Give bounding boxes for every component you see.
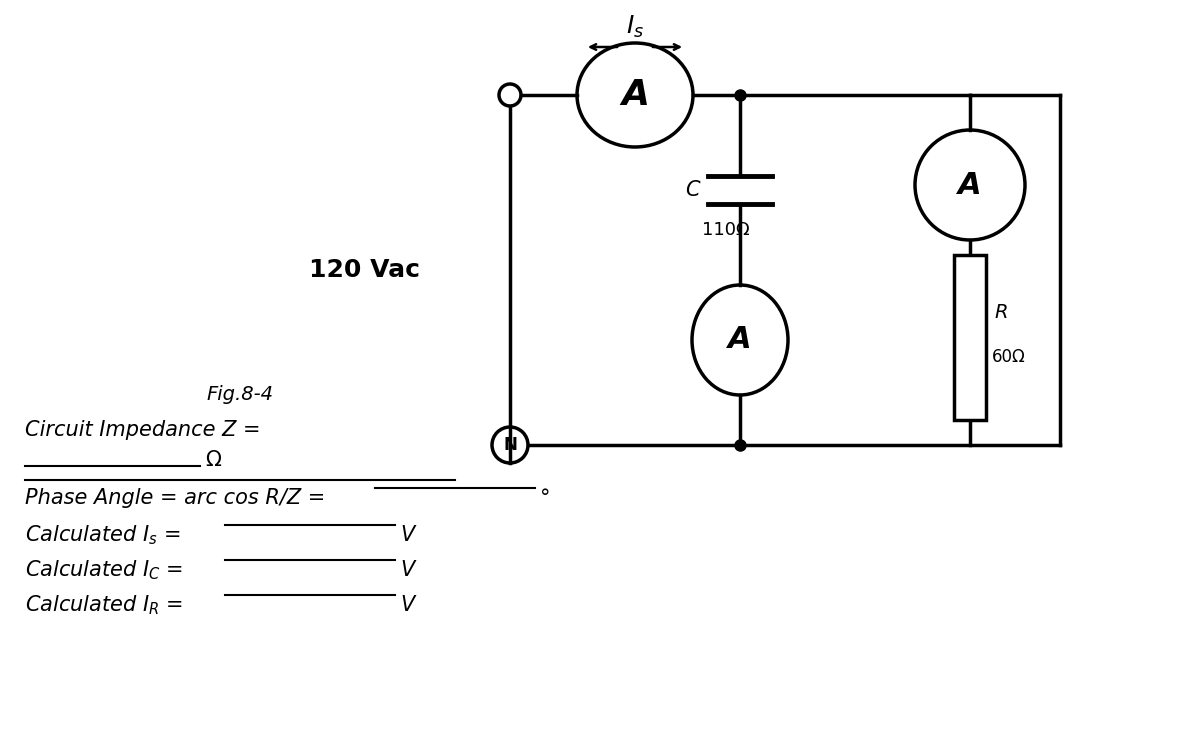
Text: V: V (400, 595, 414, 615)
Text: Calculated $I_R$ =: Calculated $I_R$ = (25, 593, 185, 617)
Text: A: A (728, 325, 752, 355)
Text: Fig.8-4: Fig.8-4 (207, 386, 273, 404)
Text: 110Ω: 110Ω (702, 221, 750, 239)
Text: Ω: Ω (205, 450, 221, 470)
Text: A: A (621, 78, 650, 112)
Text: 60Ω: 60Ω (992, 348, 1026, 366)
Text: V: V (400, 525, 414, 545)
Text: $I_s$: $I_s$ (626, 14, 644, 40)
Text: Calculated $I_s$ =: Calculated $I_s$ = (25, 523, 183, 547)
Text: 120 Vac: 120 Vac (309, 258, 420, 282)
Text: A: A (959, 171, 981, 200)
Text: N: N (503, 436, 517, 454)
Text: Calculated $I_C$ =: Calculated $I_C$ = (25, 558, 185, 582)
Text: V: V (400, 560, 414, 580)
Text: C: C (685, 180, 700, 200)
Bar (954, 255, 986, 420)
Text: R: R (993, 302, 1008, 321)
Text: Circuit Impedance Z =: Circuit Impedance Z = (25, 420, 260, 440)
Text: Phase Angle = arc cos R/Z =: Phase Angle = arc cos R/Z = (25, 488, 332, 508)
Text: °: ° (540, 488, 550, 508)
